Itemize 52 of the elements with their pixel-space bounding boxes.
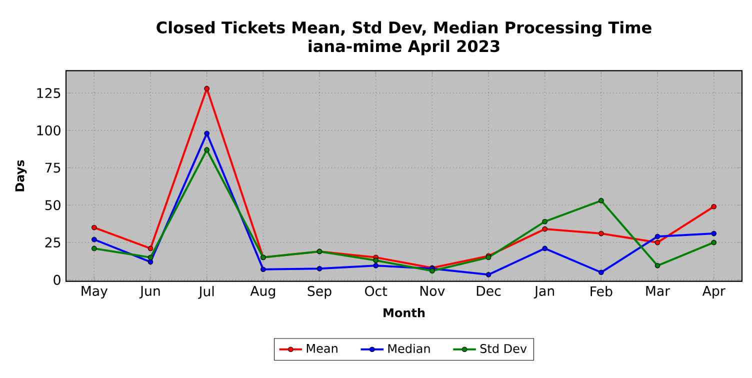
point <box>91 246 97 252</box>
x-tick-label: Jul <box>198 286 214 299</box>
legend-label: Std Dev <box>480 344 527 354</box>
x-axis-title: Month <box>384 308 425 318</box>
point <box>373 258 379 264</box>
x-tick-label: Oct <box>365 286 388 296</box>
chart-subtitle: iana-mime April 2023 <box>308 40 500 56</box>
x-tick-label: Sep <box>308 286 332 299</box>
point <box>486 272 492 278</box>
y-tick-label: 25 <box>45 237 60 248</box>
point <box>316 266 322 272</box>
x-tick-label: Mar <box>646 286 670 296</box>
point <box>148 254 154 260</box>
y-tick-label: 0 <box>54 274 60 285</box>
x-tick-label: Nov <box>420 286 445 296</box>
point <box>598 270 604 276</box>
point <box>430 268 435 274</box>
point <box>654 240 660 246</box>
point <box>598 230 604 236</box>
x-tick-label: May <box>82 286 108 299</box>
y-tick-label: 100 <box>37 125 60 136</box>
point <box>148 259 154 265</box>
point <box>542 246 548 252</box>
point <box>260 266 266 272</box>
legend-label: Mean <box>306 344 338 353</box>
point <box>711 204 717 210</box>
y-axis-title: Days <box>15 160 27 192</box>
y-tick-label: 75 <box>45 162 60 173</box>
point <box>542 226 548 232</box>
point <box>148 246 154 252</box>
x-tick-label: Feb <box>590 286 612 296</box>
y-tick-label: 125 <box>37 88 60 98</box>
point <box>373 262 379 268</box>
point <box>654 262 660 268</box>
point <box>204 86 210 92</box>
x-tick-label: Jun <box>139 286 160 298</box>
point <box>91 224 97 230</box>
chart-title: Closed Tickets Mean, Std Dev, Median Processing Time <box>156 21 652 37</box>
x-tick-label: Aug <box>250 286 275 299</box>
point <box>654 234 660 240</box>
y-tick-label: 50 <box>45 200 60 210</box>
legend-label: Median <box>388 344 430 354</box>
point <box>542 218 548 224</box>
point <box>711 240 717 246</box>
x-tick-label: Dec <box>476 286 501 296</box>
point <box>711 230 717 236</box>
point <box>91 236 97 242</box>
x-tick-label: Jan <box>534 286 554 298</box>
point <box>204 130 210 136</box>
point <box>204 147 210 153</box>
point <box>598 198 604 204</box>
x-tick-label: Apr <box>702 286 726 299</box>
